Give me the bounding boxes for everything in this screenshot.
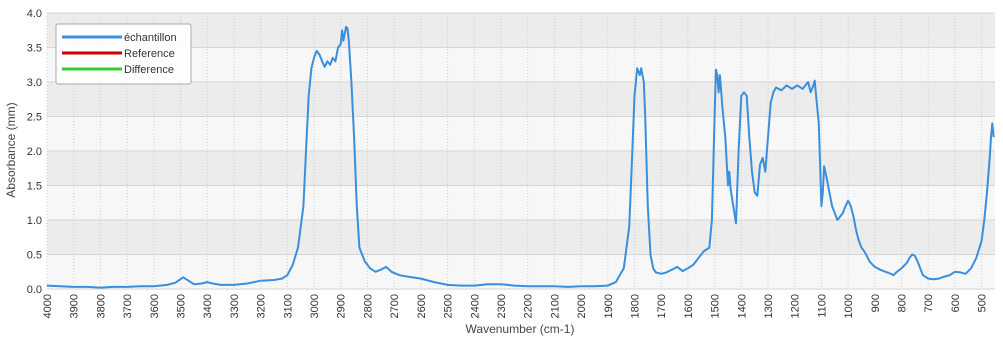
- x-tick-label: 1800: [629, 294, 641, 318]
- x-tick-label: 2100: [549, 294, 561, 318]
- x-tick-label: 2500: [443, 294, 455, 318]
- y-tick-label: 1.5: [27, 181, 42, 193]
- x-tick-labels: 4000 3900 3800 3700 3600 3500 3400 3300 3200 3100…: [42, 294, 989, 318]
- legend-label-reference: Reference: [124, 48, 175, 60]
- y-tick-label: 2.0: [27, 146, 42, 158]
- x-tick-label: 1700: [656, 294, 668, 318]
- x-axis-title: Wavenumber (cm-1): [466, 322, 575, 336]
- x-tick-label: 2000: [576, 294, 588, 318]
- x-tick-label: 1600: [683, 294, 695, 318]
- x-tick-label: 4000: [42, 294, 54, 318]
- x-tick-label: 3300: [229, 294, 241, 318]
- x-tick-label: 500: [977, 294, 989, 312]
- x-tick-label: 3900: [69, 294, 81, 318]
- series-line-0: [46, 25, 995, 289]
- legend-label-echantillon: échantillon: [124, 32, 177, 44]
- x-tick-label: 600: [950, 294, 962, 312]
- x-tick-label: 3700: [122, 294, 134, 318]
- x-tick-label: 1000: [843, 294, 855, 318]
- x-tick-label: 3200: [256, 294, 268, 318]
- plot-band: [47, 13, 995, 48]
- legend-label-difference: Difference: [124, 64, 174, 76]
- horizontal-gridlines: [47, 12, 995, 290]
- x-tick-label: 3100: [282, 294, 294, 318]
- x-tick-label: 800: [897, 294, 909, 312]
- x-tick-label: 700: [923, 294, 935, 312]
- x-tick-label: 2200: [523, 294, 535, 318]
- x-tick-label: 3000: [309, 294, 321, 318]
- x-tick-label: 900: [870, 294, 882, 312]
- x-tick-label: 2400: [469, 294, 481, 318]
- y-tick-label: 1.0: [27, 215, 42, 227]
- x-tick-label: 3800: [95, 294, 107, 318]
- x-tick-label: 1400: [736, 294, 748, 318]
- plot-bands: [47, 13, 995, 255]
- y-tick-label: 0.5: [27, 250, 42, 262]
- x-tick-label: 1900: [603, 294, 615, 318]
- x-tick-label: 2300: [496, 294, 508, 318]
- plot-band: [47, 151, 995, 186]
- y-tick-label: 3.0: [27, 77, 42, 89]
- y-tick-label: 2.5: [27, 112, 42, 124]
- y-tick-label: 4.0: [27, 8, 42, 20]
- x-tick-label: 2900: [336, 294, 348, 318]
- plot-band: [47, 220, 995, 255]
- x-tick-label: 2700: [389, 294, 401, 318]
- x-tick-label: 3500: [176, 294, 188, 318]
- plot-band: [47, 82, 995, 117]
- x-tick-label: 3400: [202, 294, 214, 318]
- x-tick-label: 3600: [149, 294, 161, 318]
- x-tick-label: 1200: [790, 294, 802, 318]
- y-axis-title: Absorbance (mm): [4, 102, 18, 197]
- series-layer: [46, 25, 995, 289]
- y-tick-labels: 0.0 0.5 1.0 1.5 2.0 2.5 3.0 3.5 4.0: [27, 8, 42, 296]
- x-tick-label: 1300: [763, 294, 775, 318]
- x-tick-label: 2600: [416, 294, 428, 318]
- legend[interactable]: échantillon Reference Difference: [55, 23, 192, 85]
- x-tick-label: 1500: [710, 294, 722, 318]
- y-tick-label: 3.5: [27, 43, 42, 55]
- x-tick-label: 1100: [816, 294, 828, 318]
- y-tick-label: 0.0: [27, 284, 42, 296]
- x-tick-label: 2800: [362, 294, 374, 318]
